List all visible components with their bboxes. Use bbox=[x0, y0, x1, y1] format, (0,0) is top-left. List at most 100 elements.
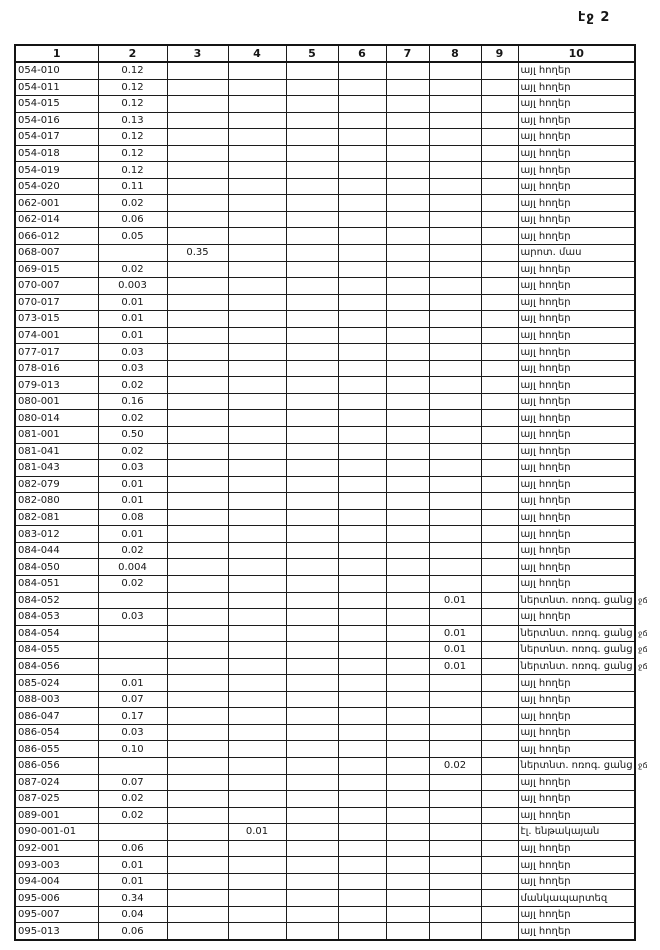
cell-code: 054-017 bbox=[14, 128, 99, 146]
cell-value bbox=[385, 326, 430, 345]
cell-value bbox=[480, 61, 519, 80]
cell-value bbox=[480, 426, 519, 444]
table-row: 084-044 0.02 այլ հողեր bbox=[14, 541, 636, 560]
cell-value: 0.02 bbox=[428, 756, 482, 775]
table-row: 086-047 0.17 այլ հողեր bbox=[14, 707, 636, 725]
cell-value bbox=[166, 61, 229, 80]
cell-value bbox=[285, 723, 339, 742]
cell-value bbox=[385, 856, 430, 874]
cell-value bbox=[428, 161, 482, 179]
page-number-label: էջ 2 bbox=[578, 10, 611, 25]
cell-value bbox=[337, 492, 387, 510]
cell-value bbox=[428, 359, 482, 378]
cell-value bbox=[285, 95, 339, 113]
cell-value bbox=[385, 194, 430, 212]
cell-value bbox=[428, 525, 482, 543]
cell-value bbox=[337, 922, 387, 941]
cell-value bbox=[480, 525, 519, 543]
cell-value bbox=[480, 889, 519, 907]
cell-value bbox=[227, 492, 287, 510]
table-row: 082-080 0.01 այլ հողեր bbox=[14, 492, 636, 510]
cell-value bbox=[480, 194, 519, 212]
cell-value: 0.12 bbox=[97, 61, 168, 80]
cell-value bbox=[337, 823, 387, 841]
cell-value bbox=[337, 194, 387, 212]
cell-value bbox=[285, 194, 339, 212]
cell-value bbox=[428, 459, 482, 477]
cell-value bbox=[285, 78, 339, 97]
cell-value bbox=[285, 574, 339, 593]
cell-value: 0.02 bbox=[97, 574, 168, 593]
cell-value bbox=[285, 856, 339, 874]
cell-land-use: այլ հողեր bbox=[517, 608, 636, 626]
table-row: 054-020 0.11 այլ հողեր bbox=[14, 177, 636, 196]
cell-value bbox=[385, 773, 430, 792]
cell-value bbox=[480, 591, 519, 610]
cell-value bbox=[337, 326, 387, 345]
cell-value bbox=[428, 293, 482, 312]
cell-code: 077-017 bbox=[14, 343, 99, 361]
cell-value bbox=[480, 508, 519, 527]
cell-value bbox=[227, 558, 287, 576]
table-row: 054-019 0.12 այլ հողեր bbox=[14, 161, 636, 179]
cell-value bbox=[428, 558, 482, 576]
cell-value: 0.01 bbox=[97, 492, 168, 510]
cell-value bbox=[166, 591, 229, 610]
cell-value bbox=[227, 806, 287, 825]
cell-value bbox=[385, 475, 430, 494]
cell-land-use: այլ հողեր bbox=[517, 376, 636, 394]
cell-value bbox=[285, 392, 339, 411]
cell-value bbox=[166, 773, 229, 792]
table-row: 095-013 0.06 այլ հողեր bbox=[14, 922, 636, 941]
cell-land-use: այլ հողեր bbox=[517, 839, 636, 858]
cell-land-use: այլ հողեր bbox=[517, 442, 636, 461]
cell-value bbox=[227, 210, 287, 229]
cell-value bbox=[385, 756, 430, 775]
cell-value bbox=[285, 359, 339, 378]
cell-value bbox=[385, 905, 430, 924]
cell-code: 087-025 bbox=[14, 790, 99, 808]
cell-value bbox=[227, 459, 287, 477]
cell-value bbox=[166, 293, 229, 312]
cell-value bbox=[166, 558, 229, 576]
cell-value bbox=[227, 922, 287, 941]
cell-value bbox=[428, 492, 482, 510]
cell-value bbox=[337, 574, 387, 593]
cell-code: 095-007 bbox=[14, 905, 99, 924]
cell-value bbox=[285, 756, 339, 775]
cell-value bbox=[227, 128, 287, 146]
cell-value bbox=[337, 856, 387, 874]
cell-value bbox=[227, 541, 287, 560]
cell-value bbox=[480, 376, 519, 394]
cell-land-use: այլ հողեր bbox=[517, 475, 636, 494]
cell-value bbox=[385, 343, 430, 361]
cell-value bbox=[285, 508, 339, 527]
cell-land-use: մանկապարտեզ bbox=[517, 889, 636, 907]
column-header: 8 bbox=[428, 44, 482, 63]
cell-value bbox=[428, 61, 482, 80]
cell-value bbox=[227, 508, 287, 527]
cell-value bbox=[428, 674, 482, 692]
cell-land-use: այլ հողեր bbox=[517, 872, 636, 891]
cell-value: 0.12 bbox=[97, 78, 168, 97]
cell-value bbox=[227, 475, 287, 494]
cell-value bbox=[428, 508, 482, 527]
cell-value bbox=[285, 740, 339, 758]
cell-value bbox=[428, 244, 482, 262]
cell-value bbox=[227, 707, 287, 725]
overflow-note: ջճ bbox=[638, 628, 648, 638]
cell-value bbox=[227, 310, 287, 328]
cell-land-use: ներտնտ. ոռոգ. ցանց ջճ bbox=[517, 591, 648, 610]
cell-code: 086-054 bbox=[14, 723, 99, 742]
table-row: 082-079 0.01 այլ հողեր bbox=[14, 475, 636, 494]
cell-land-use: այլ հողեր bbox=[517, 773, 636, 792]
cell-value: 0.17 bbox=[97, 707, 168, 725]
cell-value bbox=[227, 773, 287, 792]
cell-code: 095-006 bbox=[14, 889, 99, 907]
cell-value bbox=[480, 558, 519, 576]
cell-value bbox=[166, 707, 229, 725]
cell-land-use: այլ հողեր bbox=[517, 177, 636, 196]
cell-value bbox=[166, 608, 229, 626]
cell-code: 086-047 bbox=[14, 707, 99, 725]
cell-value bbox=[337, 293, 387, 312]
